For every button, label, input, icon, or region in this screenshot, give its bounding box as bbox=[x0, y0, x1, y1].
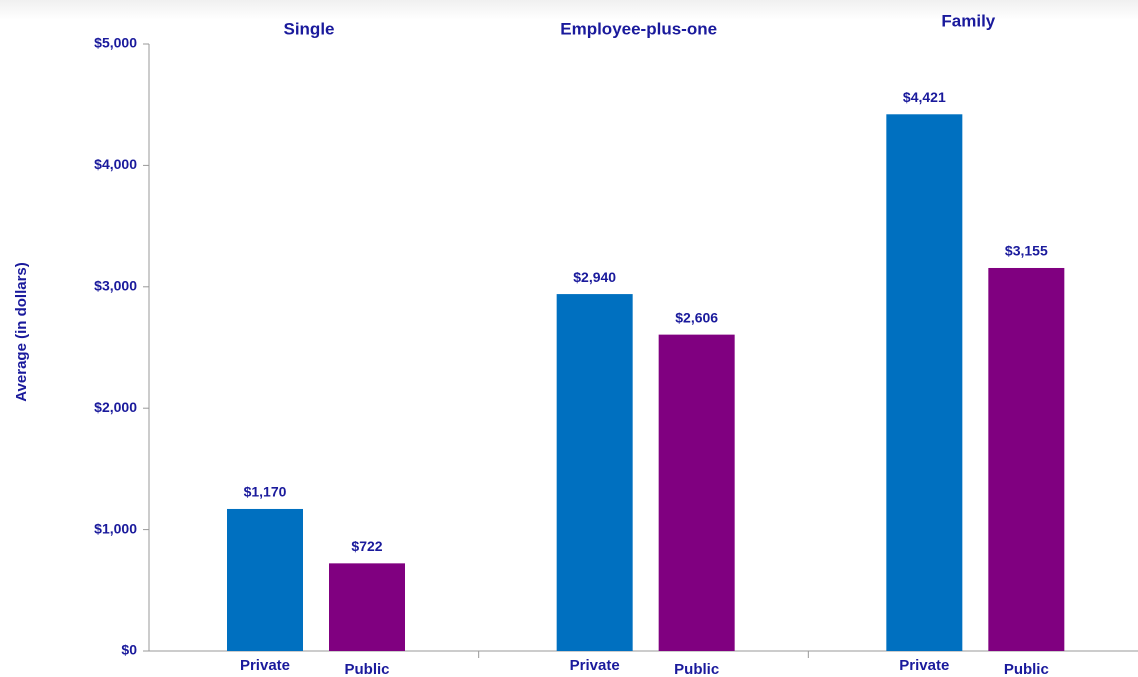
y-tick-label: $1,000 bbox=[94, 520, 137, 536]
x-tick-label: Private bbox=[240, 657, 290, 674]
bar bbox=[886, 114, 963, 652]
bar bbox=[556, 294, 633, 651]
bar bbox=[329, 563, 405, 651]
value-label: $722 bbox=[351, 538, 382, 554]
bar bbox=[227, 508, 303, 651]
value-label: $3,155 bbox=[1005, 243, 1048, 259]
x-tick-label: Public bbox=[674, 661, 719, 677]
y-tick-label: $5,000 bbox=[94, 35, 137, 51]
value-label: $2,940 bbox=[573, 269, 616, 285]
group-label: Family bbox=[941, 11, 995, 30]
y-axis-label: Average (in dollars) bbox=[13, 262, 30, 401]
y-tick-label: $0 bbox=[121, 642, 137, 658]
bar bbox=[988, 267, 1065, 651]
y-tick-label: $2,000 bbox=[94, 399, 137, 415]
x-tick-label: Public bbox=[344, 661, 389, 677]
group-label: Employee-plus-one bbox=[560, 19, 717, 38]
x-tick-label: Private bbox=[570, 657, 620, 674]
value-label: $4,421 bbox=[903, 89, 946, 105]
x-tick-label: Public bbox=[1004, 661, 1049, 677]
bar bbox=[658, 334, 735, 651]
value-label: $1,170 bbox=[244, 484, 287, 500]
group-label: Single bbox=[283, 19, 334, 38]
x-tick-label: Private bbox=[899, 657, 949, 674]
y-tick-label: $3,000 bbox=[94, 278, 137, 294]
y-tick-label: $4,000 bbox=[94, 156, 137, 172]
value-label: $2,606 bbox=[675, 309, 718, 325]
